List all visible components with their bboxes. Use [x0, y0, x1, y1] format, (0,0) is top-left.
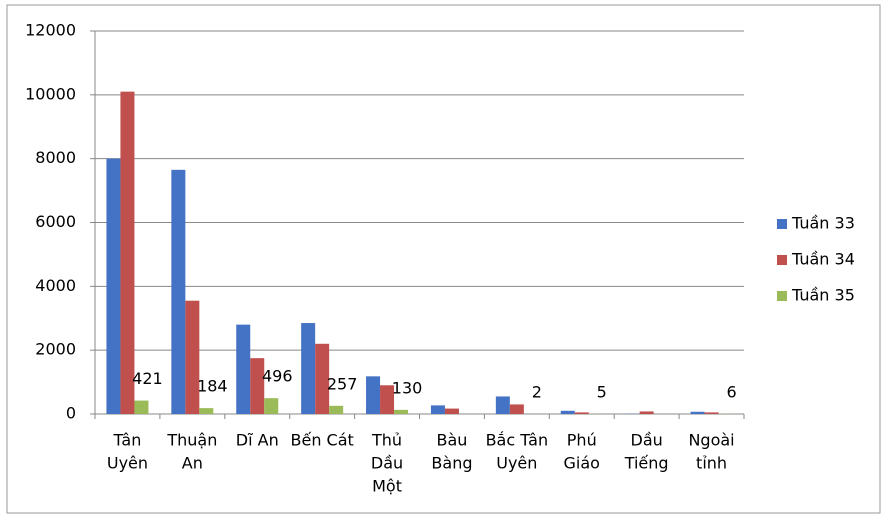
data-label: 6 — [726, 382, 736, 401]
bar — [264, 398, 278, 414]
x-tick-label: Phú — [567, 431, 597, 450]
legend-label: Tuần 34 — [791, 250, 855, 269]
data-label: 421 — [132, 369, 163, 388]
y-tick-label: 12000 — [25, 21, 76, 40]
x-tick-label: Dầu — [631, 431, 663, 450]
data-label: 2 — [532, 382, 542, 401]
bar — [134, 401, 148, 414]
data-label: 257 — [327, 374, 358, 393]
x-tick-label: Bến Cát — [291, 431, 354, 450]
x-tick-label: An — [182, 454, 203, 473]
bar — [561, 411, 575, 414]
y-tick-label: 4000 — [35, 276, 76, 295]
x-tick-label: Thủ — [371, 431, 402, 450]
legend-swatch — [777, 219, 787, 229]
bar — [510, 404, 524, 414]
y-tick-label: 2000 — [35, 340, 76, 359]
x-tick-label: Uyên — [107, 454, 148, 473]
bar — [445, 409, 459, 414]
bar — [199, 408, 213, 414]
bar — [640, 411, 654, 414]
bar — [329, 406, 343, 414]
x-tick-label: Thuận — [166, 431, 217, 450]
x-tick-label: Bàng — [431, 454, 472, 473]
bar — [106, 159, 120, 414]
y-tick-label: 0 — [66, 404, 76, 423]
bar — [496, 396, 510, 414]
x-tick-label: Giáo — [564, 454, 600, 473]
bar — [171, 170, 185, 414]
data-label: 496 — [262, 367, 293, 386]
legend-swatch — [777, 255, 787, 265]
bar — [301, 323, 315, 414]
x-tick-label: Dầu — [371, 454, 403, 473]
data-label: 5 — [597, 382, 607, 401]
x-tick-label: Dĩ An — [236, 431, 279, 450]
legend-swatch — [777, 291, 787, 301]
x-tick-label: tỉnh — [696, 454, 727, 473]
bar — [185, 301, 199, 414]
data-label: 130 — [392, 378, 423, 397]
bar — [691, 412, 705, 414]
bar — [394, 410, 408, 414]
x-tick-label: Tân — [113, 431, 142, 450]
data-label: 184 — [197, 377, 228, 396]
y-tick-label: 8000 — [35, 148, 76, 167]
legend-label: Tuần 33 — [791, 214, 855, 233]
y-tick-label: 10000 — [25, 84, 76, 103]
x-tick-label: Uyên — [496, 454, 537, 473]
bar — [120, 92, 134, 414]
bar — [236, 325, 250, 414]
x-tick-label: Bắc Tân — [486, 431, 549, 450]
x-tick-label: Tiếng — [624, 454, 669, 473]
x-tick-label: Bàu — [436, 431, 467, 450]
y-tick-label: 6000 — [35, 212, 76, 231]
legend-label: Tuần 35 — [791, 286, 855, 305]
x-tick-label: Ngoài — [688, 431, 734, 450]
x-tick-label: Một — [372, 477, 402, 496]
bar — [366, 376, 380, 414]
bar — [575, 412, 589, 414]
bar — [705, 412, 719, 414]
bar — [431, 405, 445, 414]
